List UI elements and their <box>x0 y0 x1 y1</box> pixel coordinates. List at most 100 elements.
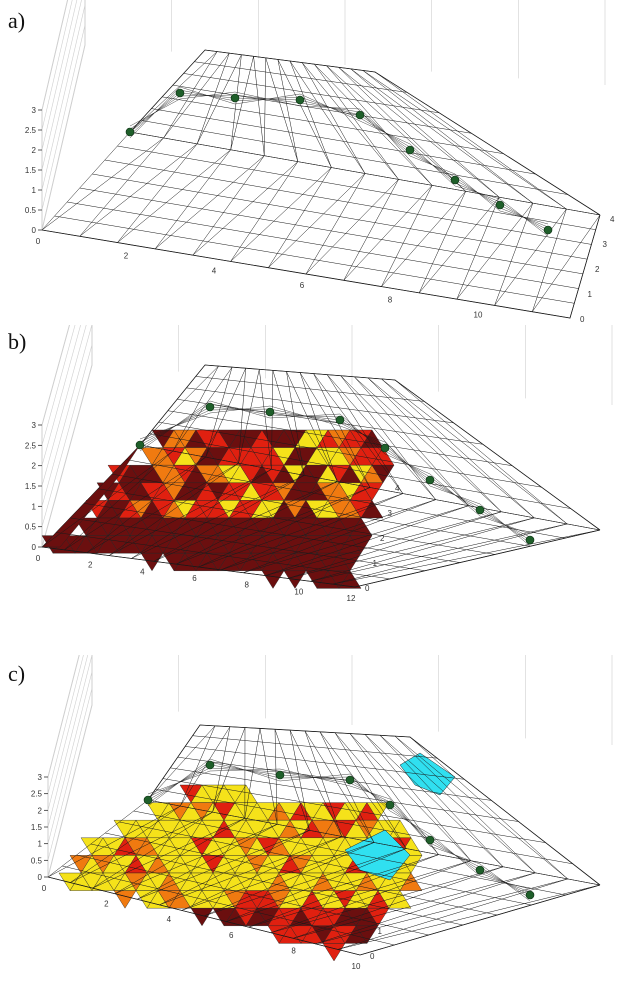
mesh-edge <box>119 821 532 906</box>
mesh-edge <box>301 62 399 180</box>
x-tick-label: 10 <box>352 962 361 971</box>
mesh-border <box>41 214 601 319</box>
mesh-edge <box>105 832 498 916</box>
green-node <box>450 175 460 185</box>
grid-line <box>47 671 93 844</box>
mesh-edge <box>192 735 438 759</box>
mesh-edge <box>313 373 404 494</box>
y-tick-label: 2 <box>595 265 600 274</box>
mesh-edge <box>409 736 568 880</box>
mesh-edge <box>220 493 403 571</box>
mesh-edge <box>286 371 305 476</box>
grid-line <box>47 688 93 861</box>
panel-label: b) <box>8 329 27 354</box>
surface-triangle <box>360 500 384 519</box>
grid-line <box>41 364 93 548</box>
mesh-edge <box>381 378 568 525</box>
mesh-edge <box>181 842 375 911</box>
mesh-edge <box>117 149 231 243</box>
y-tick-label: 1 <box>588 290 593 299</box>
mesh-edge <box>243 499 436 573</box>
grid-line <box>47 655 89 811</box>
mesh-edge <box>198 493 403 568</box>
cyan-patch <box>344 829 411 881</box>
mesh-edge <box>47 799 149 878</box>
mesh-edge <box>264 57 266 156</box>
mesh-edge <box>343 185 433 281</box>
mesh-edge <box>64 450 174 551</box>
mesh-edge <box>286 371 338 482</box>
mesh-edge <box>205 368 246 458</box>
mesh-edge <box>304 730 375 843</box>
mesh-edge <box>230 161 299 262</box>
z-tick-label: 3 <box>32 421 37 430</box>
green-node <box>405 145 415 155</box>
mesh-edge <box>272 370 305 476</box>
mesh-edge <box>54 215 575 304</box>
mesh-edge <box>362 70 534 204</box>
wireframe-mesh <box>41 364 601 588</box>
surface-triangle <box>360 482 384 501</box>
mesh-edge <box>86 456 206 553</box>
mesh-edge <box>147 725 216 801</box>
mesh-edge <box>170 767 519 822</box>
wireframe-mesh <box>41 49 601 319</box>
mesh-edge <box>314 63 433 186</box>
mesh-edge <box>299 372 371 488</box>
panel-label: c) <box>8 661 26 686</box>
mesh-edge <box>153 481 338 562</box>
mesh-edge <box>155 789 573 865</box>
green-node <box>265 407 275 417</box>
mesh-edge <box>289 730 342 837</box>
mesh-edge <box>186 387 454 424</box>
mesh-edge <box>364 734 472 861</box>
ridge-edge <box>429 485 481 505</box>
y-tick-label: 0 <box>365 584 370 593</box>
mesh-edge <box>172 365 219 452</box>
mesh-edge <box>338 67 500 198</box>
mesh-edge <box>129 131 601 216</box>
mesh-edge <box>494 203 534 306</box>
ridge-band <box>143 758 535 902</box>
mesh-edge <box>172 84 472 134</box>
grid-line <box>41 344 93 527</box>
mesh-edge <box>326 374 436 500</box>
mesh-edge <box>185 746 465 780</box>
mesh-edge <box>158 421 542 488</box>
mesh-edge <box>304 730 342 837</box>
mesh-edge <box>167 410 513 466</box>
mesh-edge <box>226 848 407 922</box>
mesh-edge <box>271 370 274 470</box>
grid-line <box>47 655 93 828</box>
green-node <box>295 95 305 105</box>
mesh-edge <box>374 71 567 210</box>
mesh-edge <box>340 375 436 500</box>
mesh-edge <box>274 729 278 825</box>
panel-b: b) 0 0.5 1 1.5 2 2.5 3 0 2 4 6 8 10 12 0 1 2 3 4 <box>0 325 631 655</box>
z-tick-label: 0.5 <box>31 856 43 865</box>
mesh-edge <box>313 373 371 488</box>
side-frame <box>41 0 86 231</box>
mesh-edge <box>379 735 536 874</box>
mesh-edge <box>114 824 278 894</box>
mesh-edge <box>154 149 231 250</box>
mesh-edge <box>195 376 425 402</box>
green-node <box>355 110 365 120</box>
mesh-edge <box>79 143 198 237</box>
x-tick-label: 0 <box>36 237 41 246</box>
ridge-edge <box>409 155 456 175</box>
z-tick-label: 2.5 <box>31 790 43 799</box>
mesh-edge <box>163 51 218 139</box>
ridge-edge <box>429 845 481 865</box>
ridge-edge <box>384 453 431 475</box>
mesh-edge <box>79 137 164 237</box>
surface-triangle <box>190 907 214 927</box>
mesh-edge <box>253 56 265 156</box>
mesh-edge <box>248 860 471 928</box>
x-tick-label: 10 <box>474 310 483 319</box>
z-tick-label: 3 <box>38 773 43 782</box>
mesh-edge <box>394 735 536 874</box>
z-tick-label: 1 <box>38 840 43 849</box>
